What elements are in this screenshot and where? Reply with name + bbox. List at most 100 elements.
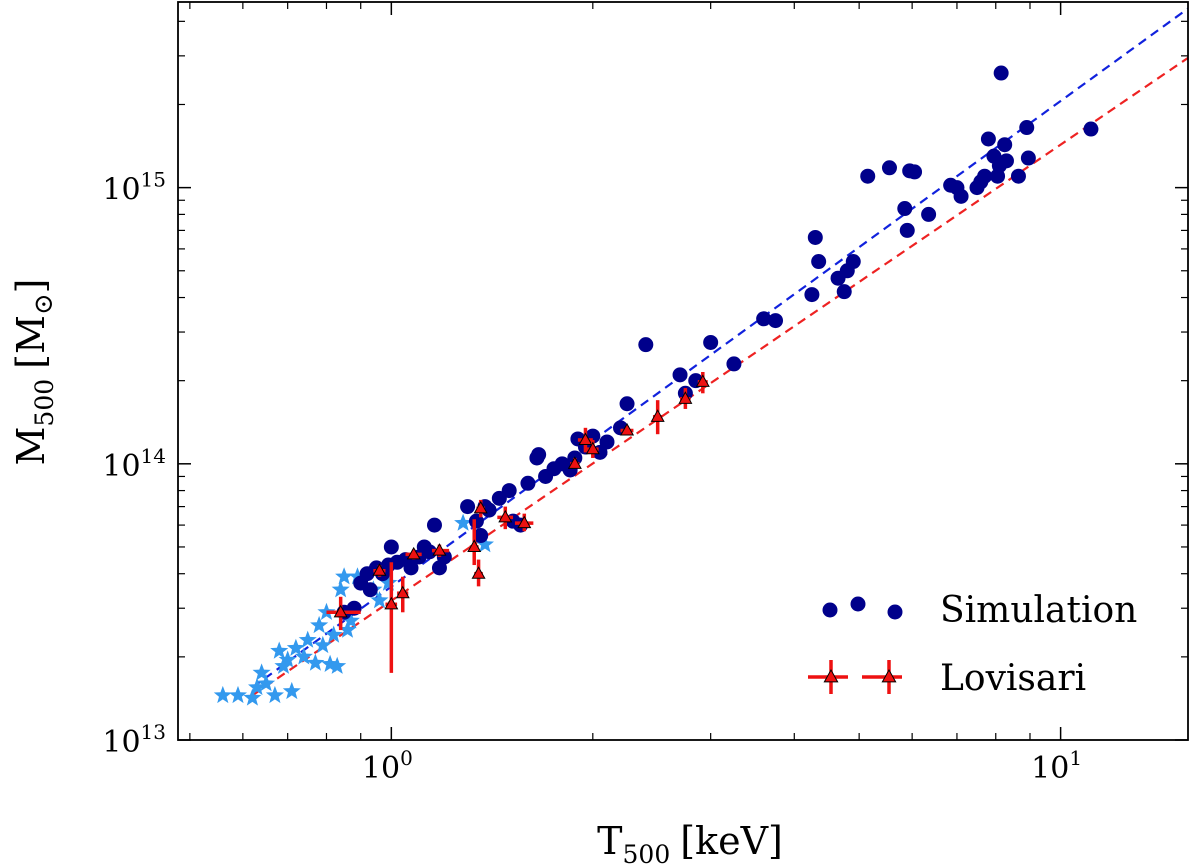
star-point <box>310 615 329 634</box>
y-tick-label-2: 1015 <box>102 168 166 208</box>
star-point <box>270 641 289 659</box>
x-tick-label-0: 100 <box>362 746 413 786</box>
star-point <box>331 580 350 598</box>
tick-labels: 100 101 1013 1014 1015 <box>102 168 1082 786</box>
legend-lovisari-marker <box>823 668 839 683</box>
simulation-point <box>426 517 442 533</box>
simulation-point <box>1083 121 1099 137</box>
star-point <box>324 625 343 643</box>
simulation-point <box>993 65 1009 81</box>
simulation-point <box>403 560 419 576</box>
simulation-point <box>897 201 913 217</box>
legend-simulation-markers <box>822 596 903 620</box>
lovisari-point <box>406 546 421 560</box>
star-point <box>282 681 301 700</box>
lovisari-point <box>620 422 635 436</box>
x-axis-label-unit: [keV] <box>680 819 783 863</box>
x-axis-label-main: T <box>597 819 622 863</box>
simulation-point <box>1019 120 1035 136</box>
legend-lovisari-marker <box>881 668 897 683</box>
star-point <box>286 638 305 656</box>
star-point <box>379 573 398 591</box>
star-point <box>317 602 336 620</box>
simulation-point <box>807 229 823 245</box>
simulation-point <box>860 168 876 184</box>
simulation-point <box>977 168 993 184</box>
simulation-point <box>845 254 861 270</box>
minor-ticks <box>178 2 1188 740</box>
star-point <box>248 677 267 696</box>
simulation-point <box>921 206 937 222</box>
fit-lines <box>251 7 1189 697</box>
simulation-point <box>953 188 969 204</box>
legend-simulation-marker <box>822 602 838 618</box>
y-axis-label-close: ] <box>9 279 53 294</box>
simulation-point <box>481 502 497 518</box>
star-point <box>252 663 271 681</box>
lovisari-point <box>678 391 693 404</box>
simulation-point <box>672 367 688 383</box>
plot-frame <box>177 1 1189 741</box>
simulation-fit-line <box>251 7 1189 689</box>
star-point <box>298 630 317 648</box>
x-axis-label: T500 [keV] <box>597 819 783 868</box>
simulation-point <box>980 131 996 147</box>
simulation-point <box>531 447 547 463</box>
simulation-point <box>1020 150 1036 166</box>
simulation-point <box>726 356 742 372</box>
legend-label-lovisari: Lovisari <box>940 658 1086 699</box>
y-axis-label-unit: [M <box>9 315 53 369</box>
lovisari-point <box>567 456 582 469</box>
star-point <box>243 688 262 706</box>
lovisari-point <box>395 585 410 599</box>
x-axis-label-sub: 500 <box>623 840 671 868</box>
simulation-point <box>501 483 517 499</box>
simulation-point <box>899 222 915 238</box>
simulation-point <box>473 528 489 544</box>
y-tick-label-0: 1013 <box>102 720 166 760</box>
legend-label-simulation: Simulation <box>940 590 1137 631</box>
simulation-point <box>804 287 820 303</box>
lovisari-point <box>498 509 513 523</box>
star-point <box>313 635 332 654</box>
star-point <box>370 591 389 609</box>
simulation-point <box>907 164 923 180</box>
lovisari-point <box>650 409 665 422</box>
simulation-point <box>362 582 378 598</box>
simulation-point <box>811 254 827 270</box>
simulation-point <box>998 153 1014 169</box>
simulation-point <box>768 313 784 329</box>
lovisari-point <box>471 566 486 579</box>
lovisari-point <box>517 515 532 529</box>
lovisari-point <box>372 563 387 576</box>
simulation-point <box>460 499 476 515</box>
lovisari-point <box>333 604 348 618</box>
lovisari-point <box>432 543 447 556</box>
lovisari-point <box>473 500 488 514</box>
y-axis-label-sun-symbol: ⊙ <box>29 293 59 315</box>
star-point <box>475 535 494 553</box>
lovisari-point <box>695 374 710 387</box>
lovisari-fit-line <box>251 56 1189 697</box>
simulation-point <box>383 539 399 555</box>
star-point <box>294 647 313 665</box>
star-point <box>257 674 276 692</box>
star-point <box>454 513 473 531</box>
x-tick-label-1: 101 <box>1031 746 1082 786</box>
star-point <box>335 567 354 585</box>
simulation-point <box>997 137 1013 153</box>
legend-simulation-marker <box>887 604 903 620</box>
simulation-point <box>703 334 719 350</box>
simulation-point <box>638 337 654 353</box>
series-lovisari <box>326 371 710 673</box>
lovisari-point <box>585 441 600 455</box>
star-point <box>341 611 360 629</box>
star-point <box>213 685 232 704</box>
star-point <box>306 653 325 671</box>
y-tick-label-1: 1014 <box>102 444 166 484</box>
y-axis-label-sub: 500 <box>30 379 59 427</box>
y-axis-label: M500 [M⊙] <box>9 279 59 466</box>
simulation-point <box>1010 168 1026 184</box>
star-point <box>278 650 297 668</box>
legend-lovisari-markers <box>808 660 910 694</box>
